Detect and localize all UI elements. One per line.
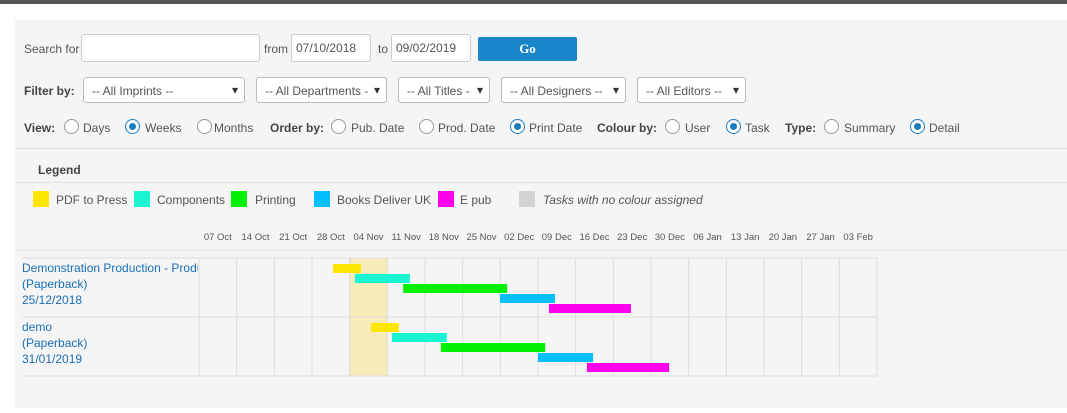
week-label: 28 Oct	[317, 232, 345, 243]
week-label: 04 Nov	[353, 232, 383, 243]
option-label: Type:	[785, 121, 817, 135]
radio-label[interactable]: User	[685, 121, 711, 135]
legend-swatch	[438, 191, 454, 207]
separator	[15, 148, 1067, 149]
search-input[interactable]	[81, 34, 260, 62]
legend-label: Books Deliver UK	[337, 193, 432, 207]
radio[interactable]	[197, 119, 212, 134]
task-bar	[333, 264, 361, 273]
week-label: 11 Nov	[391, 232, 421, 243]
week-label: 30 Dec	[655, 232, 685, 243]
radio-label[interactable]: Days	[83, 121, 111, 135]
week-label: 13 Jan	[731, 232, 760, 243]
legend-swatch	[314, 191, 330, 207]
legend-label: Tasks with no colour assigned	[543, 193, 703, 207]
radio-label[interactable]: Print Date	[529, 121, 583, 135]
row-format: (Paperback)	[22, 336, 88, 350]
legend-swatch	[134, 191, 150, 207]
week-label: 07 Oct	[204, 232, 232, 243]
week-label: 27 Jan	[806, 232, 835, 243]
legend-label: Printing	[255, 193, 296, 207]
task-bar	[354, 274, 410, 283]
task-bar	[371, 323, 400, 332]
radio[interactable]	[665, 119, 680, 134]
radio[interactable]	[64, 119, 79, 134]
week-label: 06 Jan	[693, 232, 722, 243]
legend-title: Legend	[38, 163, 81, 177]
filter-select[interactable]: -- All Titles -	[398, 77, 490, 103]
task-bar	[538, 353, 593, 362]
week-label: 23 Dec	[617, 232, 647, 243]
radio-label[interactable]: Summary	[844, 121, 896, 135]
task-bar	[499, 294, 555, 303]
radio[interactable]	[125, 119, 140, 134]
go-button[interactable]: Go	[478, 37, 577, 61]
radio[interactable]	[510, 119, 525, 134]
radio[interactable]	[824, 119, 839, 134]
task-bar	[440, 343, 546, 352]
to-label: to	[378, 42, 389, 56]
task-bar	[548, 304, 632, 313]
top-bar	[0, 0, 1067, 4]
from-input[interactable]: 07/10/2018	[291, 34, 371, 62]
week-label: 03 Feb	[843, 232, 873, 243]
legend-swatch	[231, 191, 247, 207]
radio-label[interactable]: Task	[745, 121, 770, 135]
radio[interactable]	[419, 119, 434, 134]
week-label: 02 Dec	[504, 232, 534, 243]
filter-label: Filter by:	[24, 84, 75, 98]
legend-label: PDF to Press	[56, 193, 128, 207]
week-label: 20 Jan	[769, 232, 798, 243]
week-label: 14 Oct	[242, 232, 270, 243]
legend-label: E pub	[460, 193, 492, 207]
legend-swatch	[33, 191, 49, 207]
week-label: 09 Dec	[542, 232, 572, 243]
row-date: 31/01/2019	[22, 352, 83, 366]
option-label: Colour by:	[597, 121, 657, 135]
filter-select[interactable]: -- All Imprints --	[83, 77, 245, 103]
row-format: (Paperback)	[22, 277, 88, 291]
week-label: 16 Dec	[579, 232, 609, 243]
filter-select[interactable]: -- All Editors --	[637, 77, 746, 103]
week-label: 25 Nov	[466, 232, 496, 243]
legend-label: Components	[157, 193, 226, 207]
from-label: from	[264, 42, 288, 56]
row-date: 25/12/2018	[22, 293, 83, 307]
search-label: Search for	[24, 42, 80, 56]
option-label: Order by:	[270, 121, 325, 135]
radio[interactable]	[331, 119, 346, 134]
radio-label[interactable]: Months	[214, 121, 254, 135]
filter-select[interactable]: -- All Departments -	[256, 77, 387, 103]
week-label: 21 Oct	[279, 232, 307, 243]
task-bar	[586, 363, 670, 372]
task-bar	[391, 333, 447, 342]
week-label: 18 Nov	[429, 232, 459, 243]
option-label: View:	[24, 121, 56, 135]
filter-select[interactable]: -- All Designers --	[501, 77, 626, 103]
separator	[15, 182, 1067, 183]
to-input[interactable]: 09/02/2019	[391, 34, 471, 62]
radio[interactable]	[910, 119, 925, 134]
radio-label[interactable]: Prod. Date	[438, 121, 496, 135]
radio-label[interactable]: Weeks	[145, 121, 182, 135]
legend-swatch	[519, 191, 535, 207]
row-title[interactable]: Demonstration Production - Production	[22, 261, 198, 275]
radio-label[interactable]: Pub. Date	[351, 121, 405, 135]
radio-label[interactable]: Detail	[929, 121, 960, 135]
row-title[interactable]: demo	[22, 320, 53, 334]
radio[interactable]	[726, 119, 741, 134]
task-bar	[403, 284, 508, 293]
